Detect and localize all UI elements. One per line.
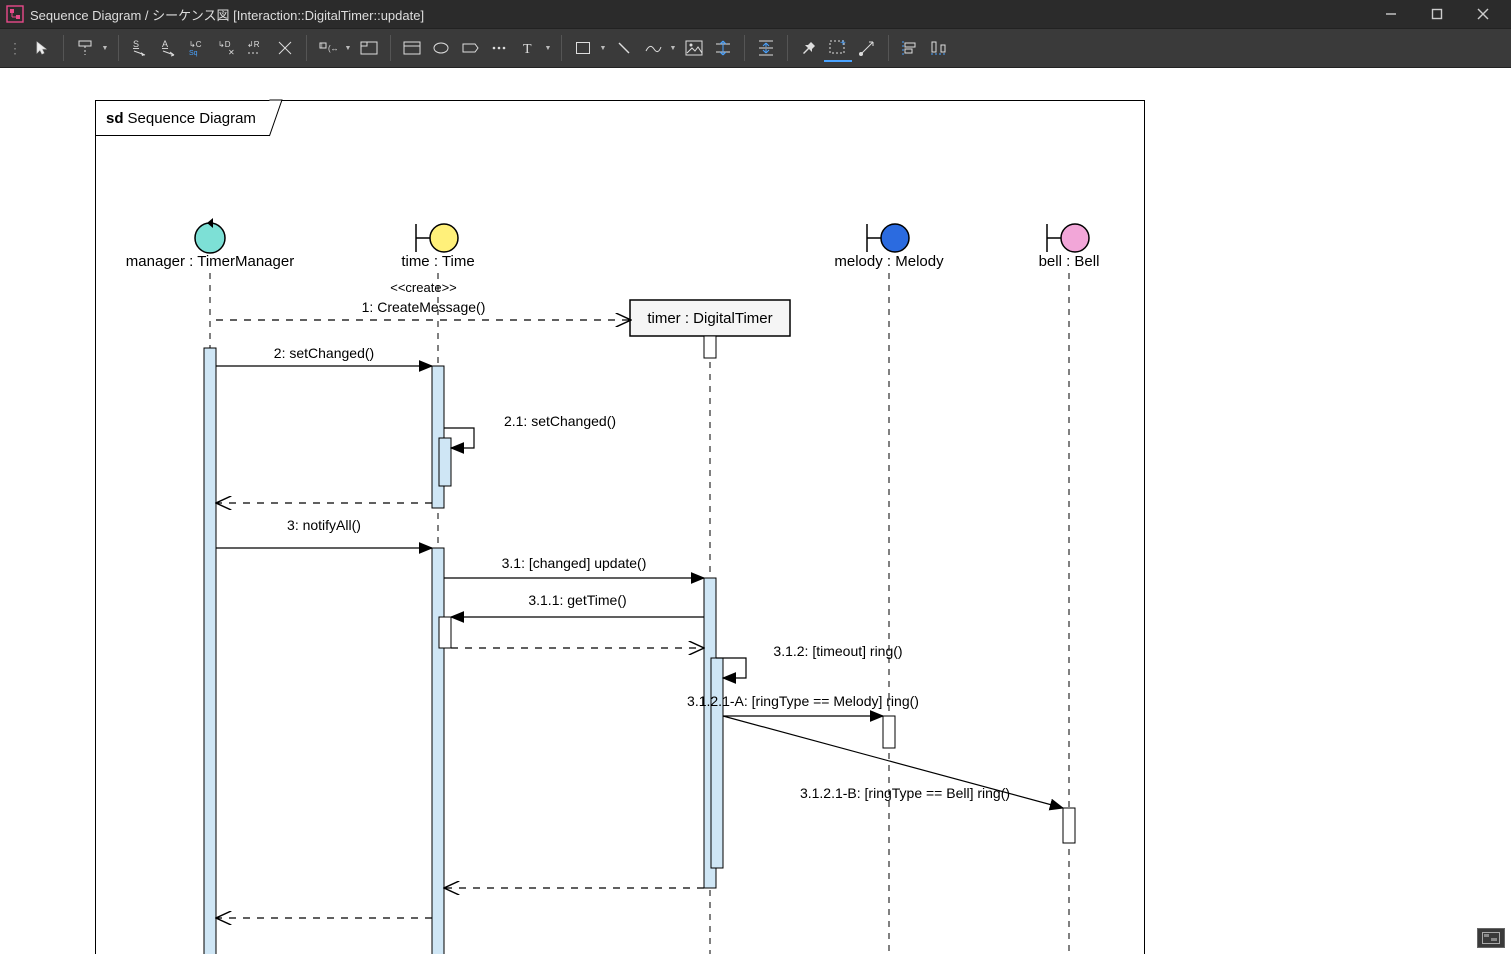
sequence-diagram-svg: manager : TimerManager time : Time timer :… [0,68,1511,954]
lifeline-label-manager: manager : TimerManager [126,253,294,270]
text-tool-dropdown[interactable]: ▼ [542,34,554,62]
lifeline-label-time: time : Time [401,253,474,270]
svg-text:+: + [840,38,846,49]
rect-tool[interactable] [569,34,597,62]
diagram-canvas[interactable]: sd Sequence Diagram manager : TimerManag… [0,68,1511,954]
activation-time[interactable] [439,617,451,648]
align-tool[interactable] [896,34,924,62]
svg-text:S: S [133,39,139,49]
toolbar-separator [561,35,562,61]
async-msg-tool[interactable]: A [155,34,183,62]
text-tool[interactable]: T [514,34,542,62]
toolbar-separator [63,35,64,61]
activation-bell[interactable] [1063,808,1075,843]
freehand-tool-dropdown[interactable]: ▼ [667,34,679,62]
resize-tool[interactable] [853,34,881,62]
svg-text:(↔): (↔) [328,44,338,53]
lifeline-tool-dropdown[interactable]: ▼ [99,34,111,62]
lifeline-melody[interactable]: melody : Melody [834,224,944,954]
message-label: 3: notifyAll() [287,517,361,533]
maximize-button[interactable] [1415,0,1459,28]
svg-text:✕: ✕ [228,48,235,57]
window-title: Sequence Diagram / シーケンス図 [Interaction::… [30,5,1369,24]
distribute-tool[interactable] [925,34,953,62]
interaction-use[interactable] [398,34,426,62]
close-button[interactable] [1461,0,1505,28]
message-label: 3.1.2: [timeout] ring() [773,643,902,659]
overview-toggle-icon[interactable] [1477,928,1505,948]
message-label: 2: setChanged() [274,345,374,361]
svg-text:T: T [523,42,532,56]
continuation[interactable] [456,34,484,62]
combined-fragment[interactable] [355,34,383,62]
message-label: 3.1.2.1-A: [ringType == Melody] ring() [687,693,919,709]
lost-msg-tool[interactable] [271,34,299,62]
state-invariant[interactable] [427,34,455,62]
activation-manager[interactable] [204,348,216,954]
message-stereotype: <<create>> [390,280,457,295]
message-label: 3.1: [changed] update() [502,555,647,571]
svg-text:A: A [162,39,168,49]
svg-text:timer : DigitalTimer: timer : DigitalTimer [647,310,772,327]
svg-text:Sq: Sq [189,50,198,57]
rect-tool-dropdown[interactable]: ▼ [597,34,609,62]
freehand-tool[interactable] [639,34,667,62]
minimize-button[interactable] [1369,0,1413,28]
lifeline-bell[interactable]: bell : Bell [1039,224,1100,954]
svg-text:↲R: ↲R [247,40,260,49]
activation-time[interactable] [432,366,444,508]
pin-tool[interactable] [795,34,823,62]
toolbar-grip-icon: ⋮ [8,40,22,57]
gap-expand[interactable] [709,34,737,62]
toolbar-separator [390,35,391,61]
sync-msg-tool[interactable]: S [126,34,154,62]
toolbar-separator [787,35,788,61]
titlebar: Sequence Diagram / シーケンス図 [Interaction::… [0,0,1511,28]
toolbar-separator [118,35,119,61]
lifeline-label-melody: melody : Melody [834,253,944,270]
activation-timer[interactable] [704,336,716,358]
activation-timer[interactable] [711,658,723,868]
message-label: 3.1.2.1-B: [ringType == Bell] ring() [800,785,1010,801]
pointer[interactable] [28,34,56,62]
toolbar-separator [744,35,745,61]
gap-collapse[interactable] [752,34,780,62]
image-tool[interactable] [680,34,708,62]
message-label: 2.1: setChanged() [504,413,616,429]
window-buttons [1369,0,1505,28]
lifeline-tool[interactable] [71,34,99,62]
lifeline-label-bell: bell : Bell [1039,253,1100,270]
message-label: 1: CreateMessage() [362,299,486,315]
svg-text:↳C: ↳C [189,40,202,49]
create-msg-tool[interactable]: ↳CSq [184,34,212,62]
destroy-msg-tool[interactable]: ↳D✕ [213,34,241,62]
svg-text:I: I [321,44,323,50]
toolbar: ⋮ ▼SA↳CSq↳D✕↲RI(↔)▼T▼▼▼+ [0,28,1511,68]
add-port[interactable]: + [824,34,852,62]
activation-time[interactable] [439,438,451,486]
duration[interactable] [485,34,513,62]
found-msg-tool-dropdown[interactable]: ▼ [342,34,354,62]
toolbar-separator [306,35,307,61]
reply-msg-tool[interactable]: ↲R [242,34,270,62]
toolbar-separator [888,35,889,61]
line-tool[interactable] [610,34,638,62]
app-icon [6,5,24,23]
activation-melody[interactable] [883,716,895,748]
activation-time[interactable] [432,548,444,954]
message-label: 3.1.1: getTime() [528,592,626,608]
found-msg-tool[interactable]: I (↔) [314,34,342,62]
